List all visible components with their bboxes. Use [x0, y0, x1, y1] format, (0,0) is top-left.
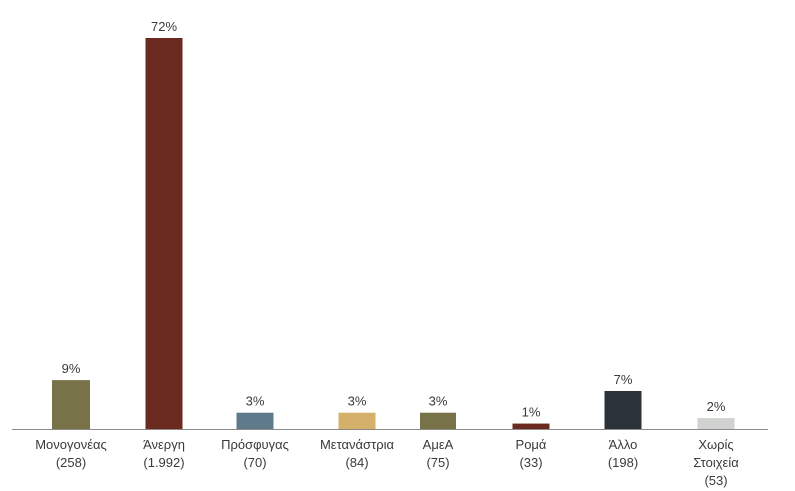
bar-8: [697, 418, 735, 429]
category-label-2-line-2: (1.992): [143, 455, 184, 470]
category-labels-group: Μονογονέας (258) Άνεργη (1.992) Πρόσφυγας (70…: [35, 437, 739, 488]
value-label-5: 3%: [429, 394, 448, 409]
value-label-6: 1%: [522, 405, 541, 420]
category-label-5-line-1: ΑμεΑ: [423, 437, 454, 452]
bar-4: [338, 412, 376, 429]
value-label-4: 3%: [348, 394, 367, 409]
bar-5: [420, 412, 456, 429]
value-label-8: 2%: [707, 399, 726, 414]
category-label-5-line-2: (75): [426, 455, 449, 470]
bar-7: [604, 390, 642, 429]
category-label-6-line-1: Ρομά: [516, 437, 547, 452]
bars-group: [52, 38, 735, 429]
value-label-3: 3%: [246, 394, 265, 409]
category-label-3-line-1: Πρόσφυγας: [221, 437, 289, 452]
bar-1: [52, 380, 90, 429]
category-label-1-line-2: (258): [56, 455, 86, 470]
bar-2: [145, 38, 183, 429]
category-label-4-line-2: (84): [345, 455, 368, 470]
category-label-8-line-2: Στοιχεία: [693, 455, 739, 470]
category-label-2-line-1: Άνεργη: [143, 437, 185, 452]
category-label-3-line-2: (70): [243, 455, 266, 470]
bar-3: [236, 412, 274, 429]
category-label-6-line-2: (33): [519, 455, 542, 470]
category-label-8-line-1: Χωρίς: [698, 437, 733, 452]
value-labels-group: 9% 72% 3% 3% 3% 1% 7% 2%: [62, 19, 726, 420]
category-label-8-line-3: (53): [704, 473, 727, 488]
value-label-7: 7%: [614, 372, 633, 387]
category-label-7-line-1: Άλλο: [609, 437, 638, 452]
value-label-2: 72%: [151, 19, 177, 34]
bar-6: [512, 423, 550, 429]
value-label-1: 9%: [62, 361, 81, 376]
category-label-4-line-1: Μετανάστρια: [320, 437, 395, 452]
category-label-1-line-1: Μονογονέας: [35, 437, 107, 452]
category-label-7-line-2: (198): [608, 455, 638, 470]
